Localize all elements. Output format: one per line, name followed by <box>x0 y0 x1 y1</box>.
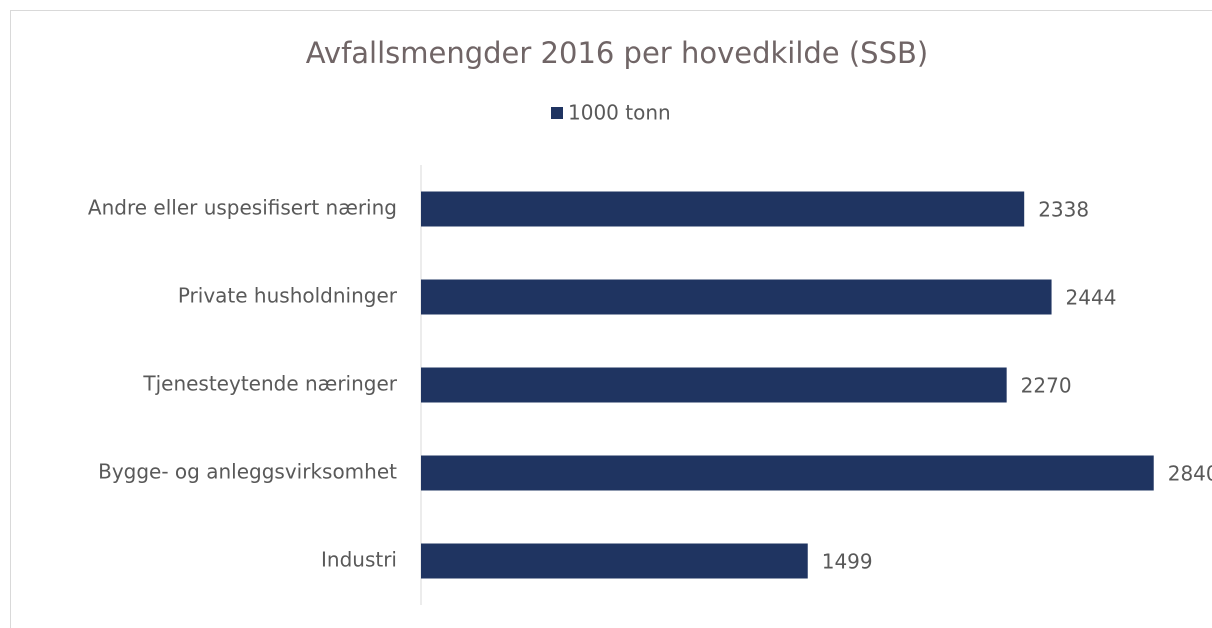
bar <box>421 543 808 579</box>
value-label: 2270 <box>1021 374 1072 398</box>
y-tick-label: Private husholdninger <box>178 284 398 308</box>
value-label: 2840 <box>1168 462 1212 486</box>
bar <box>421 455 1154 491</box>
y-tick-label: Andre eller uspesifisert næring <box>88 196 397 220</box>
y-tick-label: Tjenesteytende næringer <box>142 372 397 396</box>
legend-swatch <box>551 107 563 119</box>
legend-label: 1000 tonn <box>568 101 671 125</box>
y-tick-label: Bygge- og anleggsvirksomhet <box>98 460 397 484</box>
bar <box>421 367 1007 403</box>
chart-title: Avfallsmengder 2016 per hovedkilde (SSB) <box>306 36 928 70</box>
chart-frame <box>10 10 1212 628</box>
value-label: 2444 <box>1066 286 1117 310</box>
y-tick-label: Industri <box>321 548 397 572</box>
value-label: 2338 <box>1038 198 1089 222</box>
value-label: 1499 <box>822 550 873 574</box>
bar <box>421 279 1052 315</box>
bar <box>421 191 1025 227</box>
